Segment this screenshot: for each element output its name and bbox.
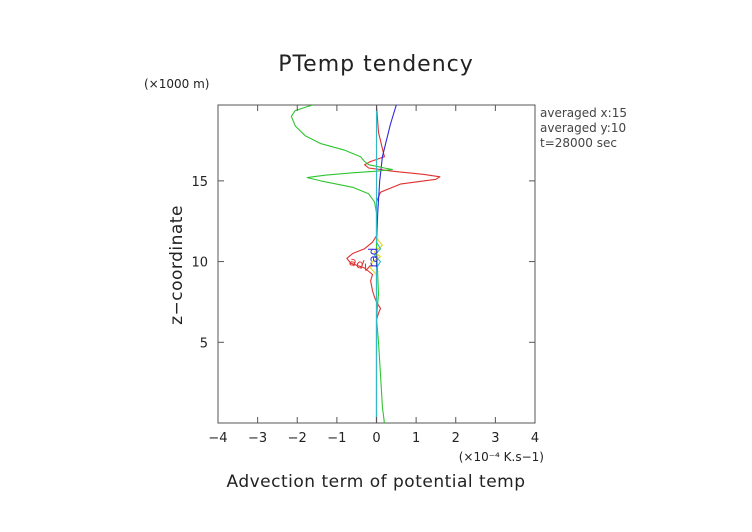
x-tick-label: 1: [412, 431, 420, 446]
x-axis-ticks: −4 −3 −2 −1 0 1 2 3 4: [208, 105, 539, 446]
y-tick-label: 15: [191, 175, 208, 190]
x-tick-label: 2: [452, 431, 460, 446]
series-line-unnamed-3: [370, 105, 383, 423]
info-averaged-y: averaged y:10: [540, 121, 626, 135]
x-tick-label: 0: [372, 431, 380, 446]
x-axis-unit: (×10⁻⁴ K.s−1): [459, 450, 544, 464]
x-axis-label: Advection term of potential temp: [226, 472, 525, 492]
series-line-unnamed-2: [290, 105, 393, 423]
info-averaged-x: averaged x:15: [540, 106, 627, 120]
y-axis-ticks: 5 10 15: [191, 175, 535, 351]
y-tick-label: 5: [200, 336, 208, 351]
series-layer: [290, 105, 441, 423]
x-tick-label: −2: [288, 431, 307, 446]
y-tick-label: 10: [191, 256, 208, 271]
y-axis-unit: (×1000 m): [144, 77, 209, 91]
x-tick-label: −1: [327, 431, 346, 446]
x-tick-label: 3: [491, 431, 499, 446]
series-line-unnamed-4: [373, 105, 382, 423]
info-time: t=28000 sec: [540, 136, 617, 150]
chart-title: PTemp tendency: [278, 52, 474, 77]
x-tick-label: 4: [531, 431, 539, 446]
x-tick-label: −3: [248, 431, 267, 446]
curve-label-rad: rad: [366, 248, 380, 268]
x-tick-label: −4: [208, 431, 227, 446]
y-axis-label: z−coordinate: [167, 205, 187, 325]
